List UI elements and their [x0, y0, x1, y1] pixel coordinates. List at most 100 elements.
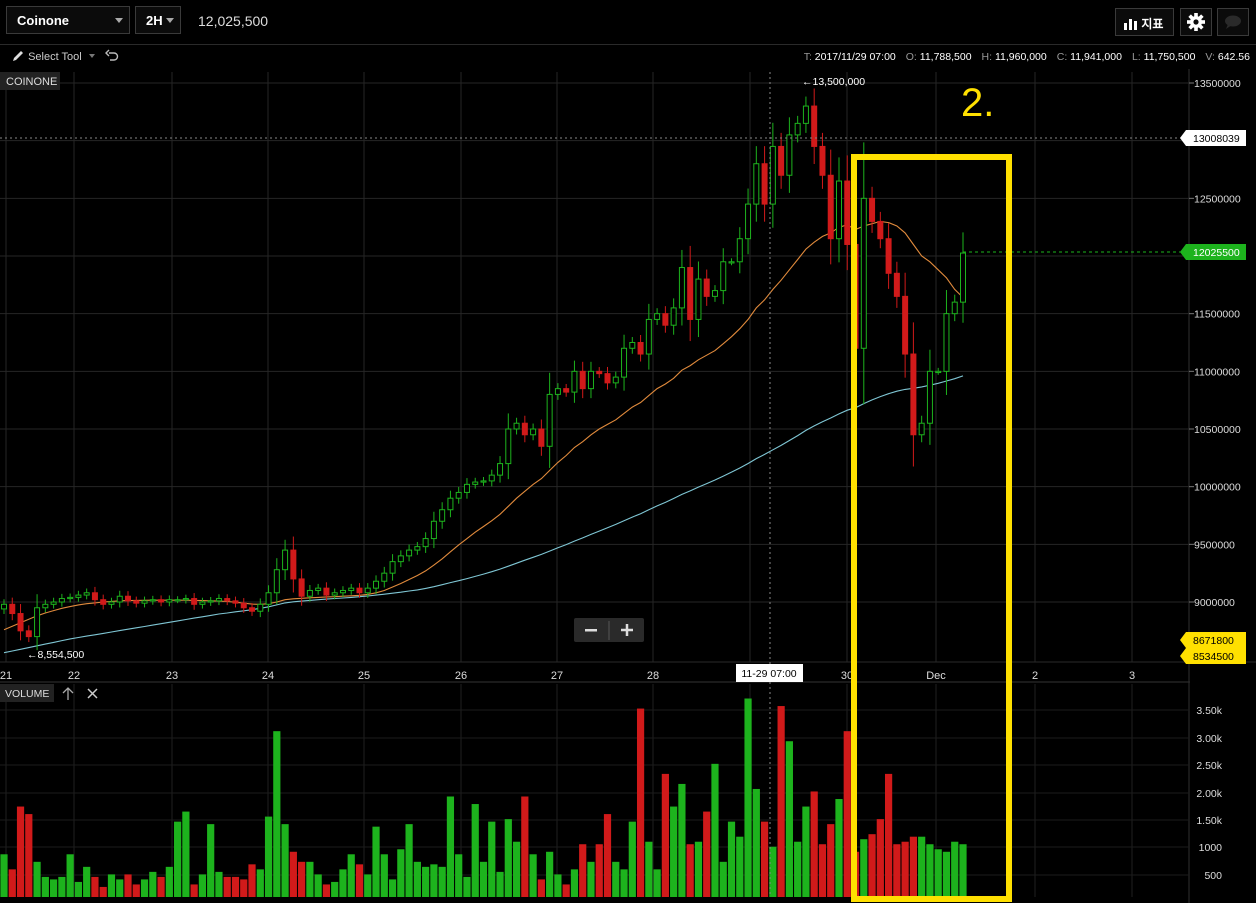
candle-up [265, 592, 272, 605]
candle-up [83, 592, 90, 596]
volume-bar [405, 824, 413, 897]
volume-bar [438, 866, 446, 897]
candle-down [224, 598, 231, 602]
y-tick-label: 13500000 [1194, 78, 1241, 90]
candle-up [670, 307, 677, 326]
volume-bar [388, 879, 397, 897]
select-tool-button[interactable]: Select Tool [12, 50, 95, 63]
candle-down [191, 598, 198, 605]
volume-bar [314, 874, 322, 897]
zoom-in-button[interactable] [621, 624, 633, 636]
volume-bar [760, 821, 769, 897]
volume-bar [802, 806, 810, 897]
candle-down [811, 105, 818, 147]
candle-down [885, 238, 892, 274]
indicators-button[interactable]: 지표 [1115, 8, 1174, 36]
top-bar: Coinone 2H 12,025,500 지표 [0, 0, 1256, 45]
undo-button[interactable] [104, 48, 120, 67]
volume-bar [455, 854, 463, 897]
last-price: 12,025,500 [198, 13, 269, 29]
volume-bar [678, 783, 686, 897]
candle-up [149, 599, 156, 602]
volume-bar [868, 834, 876, 897]
ohlc-value: 2017/11/29 07:00 [814, 51, 896, 63]
candle-down [910, 353, 917, 436]
candle-up [306, 589, 313, 597]
close-icon[interactable] [87, 688, 98, 699]
y-tick-label: 12500000 [1194, 193, 1241, 205]
candle-up [678, 267, 685, 309]
candle-up [166, 599, 173, 603]
zoom-out-button[interactable] [585, 629, 597, 632]
candle-up [695, 278, 702, 320]
volume-bar [83, 866, 91, 897]
volume-tick-label: 3.50k [1196, 705, 1222, 717]
exchange-select[interactable]: Coinone [6, 6, 130, 34]
candle-down [158, 599, 165, 603]
arrow-up-icon-path [62, 687, 74, 700]
volume-bar [570, 869, 579, 897]
volume-bar [537, 879, 545, 897]
candle-down [827, 174, 834, 240]
candle-down [869, 197, 876, 222]
candle-down [9, 603, 16, 615]
candle-up [422, 538, 429, 548]
candle-down [893, 272, 900, 297]
volume-bar [818, 844, 827, 897]
candle-up [414, 546, 421, 551]
candle-up [430, 520, 437, 540]
candle-down [844, 180, 851, 245]
plus-icon [621, 624, 633, 636]
volume-tick-label: 3.00k [1196, 733, 1222, 745]
volume-bar [397, 849, 405, 897]
ohlc-value: 11,960,000 [994, 51, 1047, 63]
volume-bar [207, 824, 215, 897]
ma-marker-box [1180, 632, 1246, 648]
candles [1, 88, 966, 651]
y-tick-label: 9000000 [1194, 597, 1235, 609]
ohlc-readout: T: 2017/11/29 07:00 O: 11,788,500 H: 11,96… [804, 51, 1250, 63]
candle-up [282, 549, 289, 571]
volume-bar [736, 836, 744, 897]
interval-select[interactable]: 2H [135, 6, 181, 34]
annotation-label: 2. [961, 81, 994, 125]
candle-down [249, 607, 256, 612]
candle-up [455, 491, 462, 499]
volume-bar [934, 849, 942, 897]
ma-marker: 8671800 [1180, 632, 1246, 648]
x-tick-label: 30 [841, 670, 853, 682]
volume-bar [58, 876, 66, 897]
price-chart[interactable]: 1350000013000000125000001200000011500000… [0, 69, 1256, 903]
indicators-label: 지표 [1141, 17, 1164, 31]
candle-up [711, 290, 718, 297]
y-tick-label: 11500000 [1194, 309, 1240, 321]
volume-tick-label: 1000 [1199, 842, 1223, 854]
settings-button[interactable] [1180, 8, 1212, 36]
candle-up [373, 580, 380, 589]
volume-bar [959, 844, 967, 897]
y-tick-label: 10000000 [1194, 482, 1241, 494]
candle-up [926, 370, 933, 424]
candle-up [50, 601, 57, 605]
candle-down [703, 278, 710, 297]
candle-down [538, 428, 545, 447]
volume-bar [380, 854, 388, 897]
volume-bar [587, 861, 595, 897]
volume-bar [149, 871, 157, 897]
ohlc-value: 11,941,000 [1070, 51, 1122, 63]
volume-bar [248, 864, 256, 897]
volume-bar [835, 799, 843, 897]
x-tick-label: 25 [358, 670, 370, 682]
crosshair-price-marker-label: 13008039 [1193, 133, 1240, 145]
chat-button[interactable] [1217, 8, 1249, 36]
candle-down [902, 295, 909, 355]
volume-bar [918, 836, 926, 897]
ohlc-key: L: [1131, 51, 1144, 63]
arrow-up-icon[interactable] [62, 687, 74, 700]
volume-bar [645, 841, 653, 897]
close-icon-path [87, 688, 98, 699]
volume-bar [512, 841, 521, 897]
volume-bar [636, 708, 645, 897]
volume-bar [744, 698, 752, 897]
volume-bar [355, 864, 364, 897]
